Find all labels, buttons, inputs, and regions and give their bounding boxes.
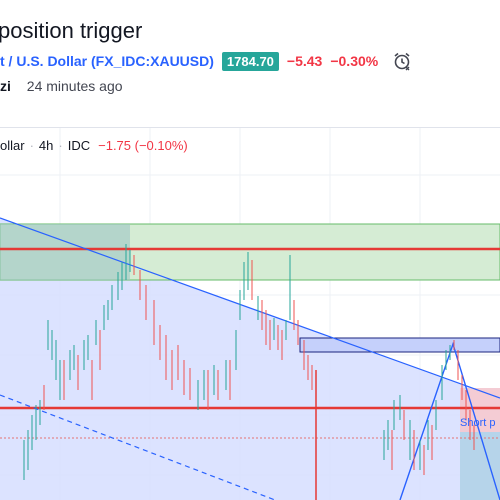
- chart-legend: ollar · 4h · IDC −1.75 (−0.10%): [0, 138, 188, 153]
- legend-symbol: ollar: [0, 138, 25, 153]
- legend-change: −1.75 (−0.10%): [98, 138, 188, 153]
- dashed-trendline: [0, 394, 276, 500]
- blue-box: [299, 337, 500, 353]
- candlesticks: [23, 244, 475, 480]
- price-change: −5.43: [286, 53, 323, 69]
- alarm-clock-icon[interactable]: [392, 51, 412, 71]
- legend-source: IDC: [67, 138, 91, 153]
- author-name[interactable]: zi: [0, 78, 11, 94]
- idea-header: position trigger t / U.S. Dollar (FX_IDC…: [0, 0, 500, 128]
- publish-time: 24 minutes ago: [26, 78, 123, 94]
- trendline: [0, 217, 500, 399]
- short-position-label: Short p: [460, 417, 496, 429]
- price-chart[interactable]: [0, 128, 500, 500]
- idea-title: position trigger: [0, 18, 143, 43]
- price-badge: 1784.70: [221, 51, 279, 71]
- teal-zone: [0, 224, 130, 280]
- symbol-link[interactable]: t / U.S. Dollar (FX_IDC:XAUUSD): [0, 53, 214, 69]
- author-row: zi 24 minutes ago: [0, 78, 123, 94]
- legend-interval: 4h: [38, 138, 54, 153]
- price-change-percent: −0.30%: [330, 53, 379, 69]
- projection-path: [399, 341, 500, 500]
- short-target-zone: [460, 432, 500, 500]
- symbol-row: t / U.S. Dollar (FX_IDC:XAUUSD) 1784.70 …: [0, 50, 412, 72]
- header-divider: [0, 127, 500, 128]
